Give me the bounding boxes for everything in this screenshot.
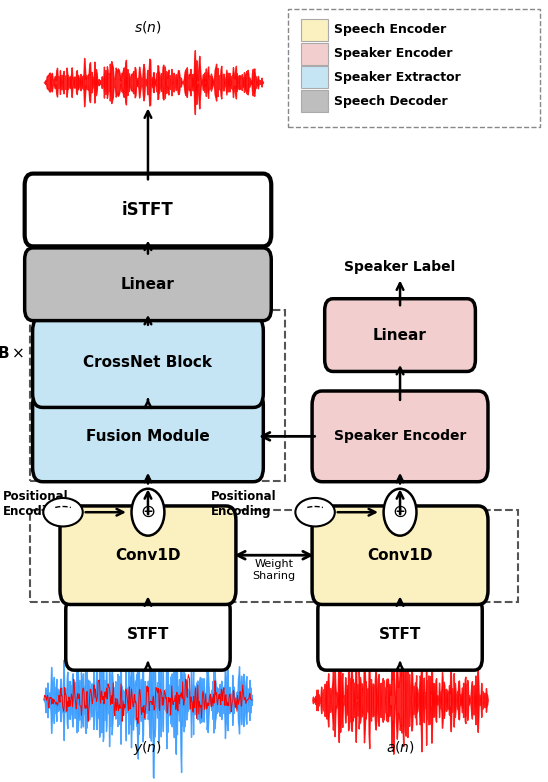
Text: $y(n)$: $y(n)$ bbox=[134, 739, 162, 757]
Text: $\oplus$: $\oplus$ bbox=[392, 503, 408, 522]
FancyBboxPatch shape bbox=[324, 299, 475, 371]
Text: Speaker Extractor: Speaker Extractor bbox=[334, 71, 461, 84]
FancyBboxPatch shape bbox=[318, 598, 482, 670]
Bar bbox=[30, 510, 518, 602]
FancyBboxPatch shape bbox=[33, 317, 263, 407]
FancyBboxPatch shape bbox=[60, 506, 236, 604]
Text: $\oplus$: $\oplus$ bbox=[140, 503, 156, 522]
Text: Speaker Encoder: Speaker Encoder bbox=[334, 47, 453, 60]
FancyBboxPatch shape bbox=[33, 391, 263, 482]
Text: Positional
Encoding: Positional Encoding bbox=[3, 490, 68, 518]
FancyBboxPatch shape bbox=[25, 174, 271, 246]
Text: Weight
Sharing: Weight Sharing bbox=[253, 559, 295, 581]
Ellipse shape bbox=[43, 498, 83, 526]
Circle shape bbox=[384, 489, 416, 536]
Text: STFT: STFT bbox=[127, 626, 169, 642]
Text: Fusion Module: Fusion Module bbox=[86, 429, 210, 444]
Circle shape bbox=[132, 489, 164, 536]
Text: Linear: Linear bbox=[373, 328, 427, 343]
Text: iSTFT: iSTFT bbox=[122, 201, 174, 219]
FancyBboxPatch shape bbox=[66, 598, 230, 670]
Text: Speech Encoder: Speech Encoder bbox=[334, 23, 447, 36]
Bar bbox=[301, 66, 328, 88]
Bar bbox=[301, 90, 328, 113]
FancyBboxPatch shape bbox=[25, 248, 271, 321]
Bar bbox=[301, 19, 328, 41]
Text: $\mathbf{B} \times$: $\mathbf{B} \times$ bbox=[0, 345, 25, 361]
Text: $a(n)$: $a(n)$ bbox=[386, 739, 414, 755]
Ellipse shape bbox=[295, 498, 335, 526]
Text: Speaker Encoder: Speaker Encoder bbox=[334, 429, 466, 443]
FancyBboxPatch shape bbox=[312, 506, 488, 604]
Text: Positional
Encoding: Positional Encoding bbox=[211, 490, 277, 518]
Text: Speech Decoder: Speech Decoder bbox=[334, 95, 448, 108]
FancyBboxPatch shape bbox=[312, 391, 488, 482]
Bar bbox=[30, 310, 285, 481]
Text: Linear: Linear bbox=[121, 277, 175, 292]
Text: Speaker Label: Speaker Label bbox=[344, 260, 456, 274]
Text: Conv1D: Conv1D bbox=[367, 547, 433, 563]
Text: Conv1D: Conv1D bbox=[115, 547, 181, 563]
Bar bbox=[288, 9, 540, 127]
Bar bbox=[301, 42, 328, 64]
Text: $s(n)$: $s(n)$ bbox=[134, 20, 162, 35]
Text: STFT: STFT bbox=[379, 626, 421, 642]
Text: CrossNet Block: CrossNet Block bbox=[83, 354, 213, 370]
